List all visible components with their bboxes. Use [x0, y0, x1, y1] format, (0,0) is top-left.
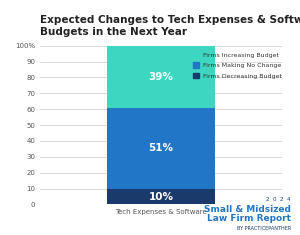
Text: Small & Midsized: Small & Midsized: [204, 205, 291, 214]
Text: BY PRACTICEPANTHER: BY PRACTICEPANTHER: [237, 227, 291, 231]
Legend: Firms Increasing Budget, Firms Making No Change, Firms Decreasing Budget: Firms Increasing Budget, Firms Making No…: [193, 52, 281, 78]
Bar: [106, 188, 215, 204]
Text: 51%: 51%: [148, 143, 173, 153]
Text: Law Firm Report: Law Firm Report: [207, 214, 291, 223]
Text: 39%: 39%: [148, 72, 173, 82]
Text: Expected Changes to Tech Expenses & Software
Budgets in the Next Year: Expected Changes to Tech Expenses & Soft…: [40, 15, 300, 37]
Bar: [106, 108, 215, 188]
Bar: [106, 46, 215, 108]
Text: 2  0  2  4: 2 0 2 4: [266, 197, 291, 202]
Text: 10%: 10%: [148, 192, 173, 201]
